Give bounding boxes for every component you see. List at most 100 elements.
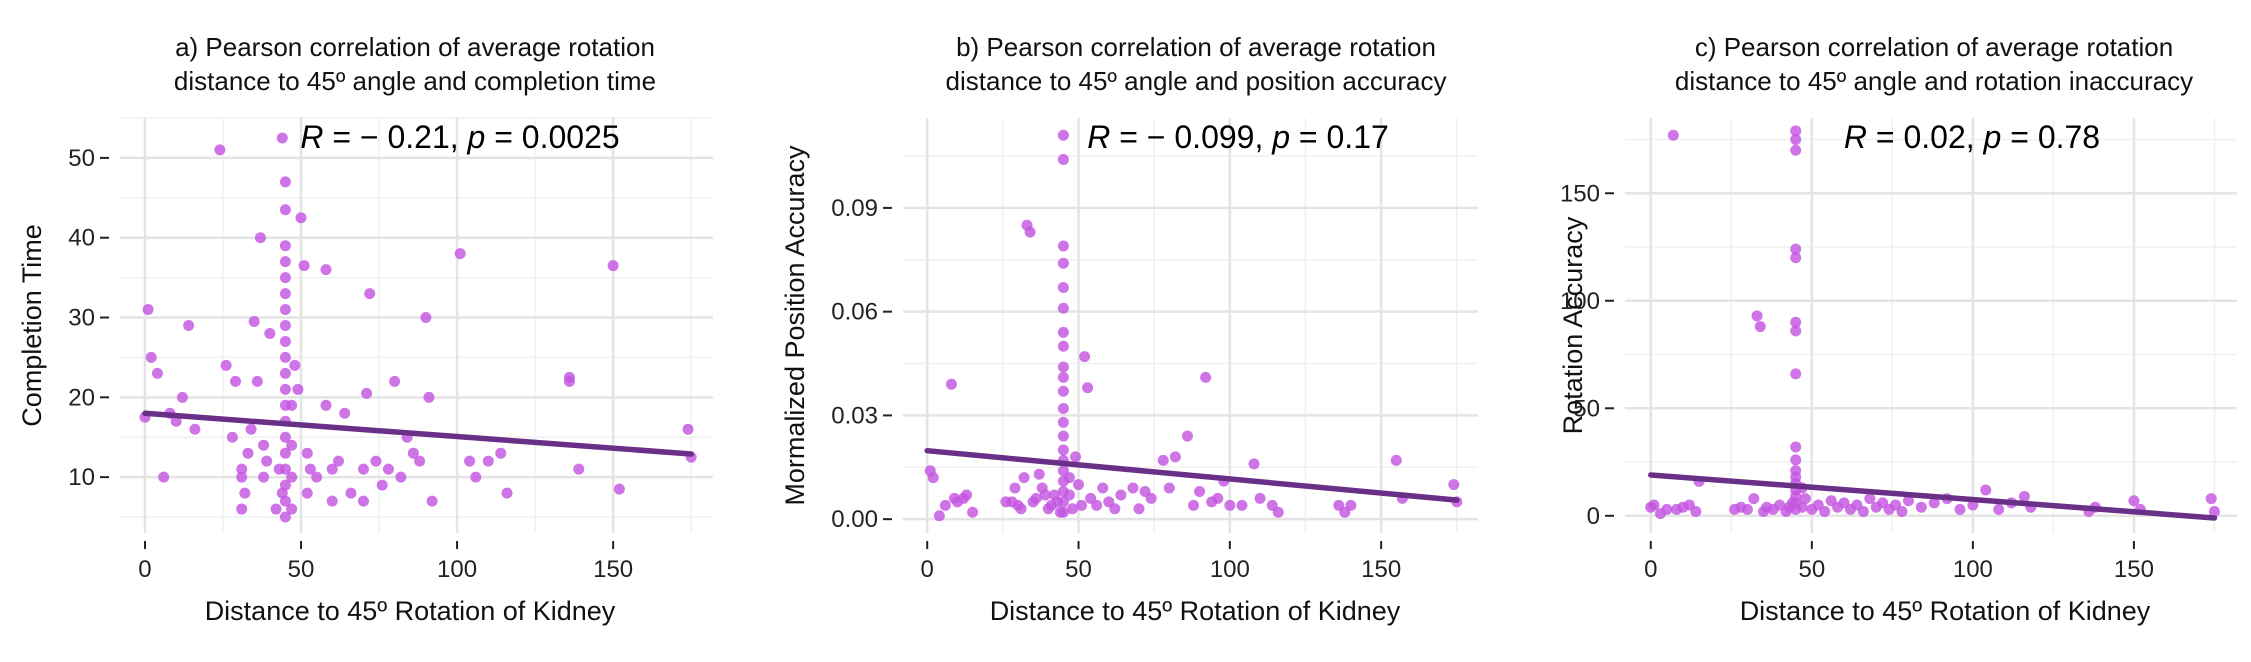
scatter-point bbox=[1018, 472, 1030, 484]
x-tick-label: 50 bbox=[1065, 556, 1092, 583]
x-axis-title: Distance to 45º Rotation of Kidney bbox=[205, 596, 616, 626]
stat-value: = 0.17 bbox=[1290, 119, 1389, 155]
scatter-point bbox=[1091, 499, 1103, 511]
scatter-point bbox=[423, 391, 435, 403]
chart-title-line: distance to 45º angle and rotation inacc… bbox=[1675, 66, 2193, 96]
scatter-point bbox=[1648, 499, 1660, 511]
scatter-point bbox=[1033, 468, 1045, 480]
scatter-point bbox=[939, 499, 951, 511]
scatter-point bbox=[1790, 325, 1802, 337]
scatter-points bbox=[139, 132, 697, 523]
scatter-point bbox=[1748, 493, 1760, 505]
stat-value: = 0.78 bbox=[2001, 119, 2100, 155]
scatter-point bbox=[927, 472, 939, 484]
chart-title-line: distance to 45º angle and position accur… bbox=[946, 66, 1447, 96]
scatter-point bbox=[2208, 505, 2220, 517]
scatter-point bbox=[370, 455, 382, 467]
scatter-point bbox=[1864, 493, 1876, 505]
scatter-point bbox=[1754, 321, 1766, 333]
scatter-point bbox=[1063, 472, 1075, 484]
scatter-point bbox=[279, 335, 291, 347]
scatter-point bbox=[2205, 493, 2217, 505]
scatter-point bbox=[1070, 451, 1081, 463]
scatter-point bbox=[245, 423, 257, 435]
scatter-point bbox=[158, 471, 170, 483]
scatter-point bbox=[1993, 503, 2005, 515]
scatter-point bbox=[1751, 310, 1763, 322]
scatter-point bbox=[376, 479, 388, 491]
scatter-point bbox=[142, 304, 154, 316]
scatter-point bbox=[1667, 129, 1679, 141]
scatter-point bbox=[1082, 382, 1094, 394]
scatter-point bbox=[1057, 506, 1069, 518]
stat-value: = 0.0025 bbox=[485, 119, 619, 155]
scatter-point bbox=[279, 272, 291, 284]
scatter-point bbox=[470, 471, 482, 483]
y-tick-label: 150 bbox=[1560, 180, 1600, 207]
gridlines bbox=[903, 118, 1478, 533]
scatter-points bbox=[924, 129, 1463, 522]
scatter-point bbox=[607, 260, 619, 272]
scatter-point bbox=[1169, 451, 1181, 463]
scatter-point bbox=[1790, 316, 1802, 328]
scatter-point bbox=[279, 256, 291, 268]
scatter-point bbox=[1057, 302, 1069, 314]
y-tick-label: 0.03 bbox=[831, 402, 878, 429]
scatter-point bbox=[563, 375, 575, 387]
chart-title-line: c) Pearson correlation of average rotati… bbox=[1695, 32, 2173, 62]
chart-title: c) Pearson correlation of average rotati… bbox=[1675, 32, 2193, 96]
scatter-point bbox=[1799, 493, 1811, 505]
scatter-point bbox=[311, 471, 323, 483]
x-tick-label: 0 bbox=[138, 556, 151, 583]
scatter-point bbox=[251, 375, 263, 387]
scatter-point bbox=[279, 288, 291, 300]
scatter-point bbox=[495, 447, 507, 459]
scatter-point bbox=[276, 132, 288, 144]
scatter-points bbox=[1645, 125, 2220, 520]
x-tick-label: 150 bbox=[593, 556, 633, 583]
scatter-point bbox=[229, 375, 241, 387]
scatter-point bbox=[1790, 125, 1802, 137]
scatter-point bbox=[279, 304, 291, 316]
scatter-point bbox=[1248, 458, 1260, 470]
x-tick-label: 0 bbox=[1644, 556, 1657, 583]
stat-value: = − 0.21, bbox=[323, 119, 467, 155]
scatter-point bbox=[1390, 454, 1402, 466]
x-tick-label: 150 bbox=[2114, 556, 2154, 583]
chart-title: b) Pearson correlation of average rotati… bbox=[946, 32, 1447, 96]
x-tick-label: 100 bbox=[1953, 556, 1993, 583]
scatter-point bbox=[345, 487, 357, 499]
scatter-point bbox=[279, 204, 291, 216]
scatter-point bbox=[1790, 454, 1802, 466]
scatter-point bbox=[279, 351, 291, 363]
scatter-point bbox=[279, 431, 291, 443]
scatter-point bbox=[407, 447, 419, 459]
scatter-point bbox=[1030, 492, 1042, 504]
scatter-point bbox=[382, 463, 394, 475]
x-tick-label: 100 bbox=[1210, 556, 1250, 583]
scatter-point bbox=[464, 455, 476, 467]
y-tick-label: 10 bbox=[68, 464, 95, 491]
scatter-point bbox=[1790, 441, 1802, 453]
scatter-point bbox=[1915, 501, 1927, 513]
scatter-point bbox=[1200, 371, 1212, 383]
scatter-point bbox=[320, 399, 332, 411]
scatter-point bbox=[279, 495, 291, 507]
scatter-point bbox=[1015, 503, 1027, 515]
scatter-point bbox=[1790, 252, 1802, 264]
scatter-point bbox=[1224, 499, 1236, 511]
scatter-point bbox=[279, 176, 291, 188]
scatter-point bbox=[1236, 499, 1248, 511]
scatter-point bbox=[239, 487, 251, 499]
scatter-point bbox=[1039, 489, 1051, 501]
scatter-point bbox=[573, 463, 585, 475]
scatter-point bbox=[1057, 416, 1069, 428]
scatter-point bbox=[1057, 444, 1069, 456]
scatter-point bbox=[279, 463, 291, 475]
chart-panel-a: 0 50 100 150 10 20 30 40 50 a) Pearson correlatio… bbox=[17, 32, 713, 626]
scatter-point bbox=[1163, 482, 1175, 494]
y-axis-title: Rotation Accuracy bbox=[1558, 216, 1588, 434]
scatter-point bbox=[1057, 340, 1069, 352]
scatter-point bbox=[214, 144, 226, 156]
chart-title-line: b) Pearson correlation of average rotati… bbox=[956, 32, 1436, 62]
